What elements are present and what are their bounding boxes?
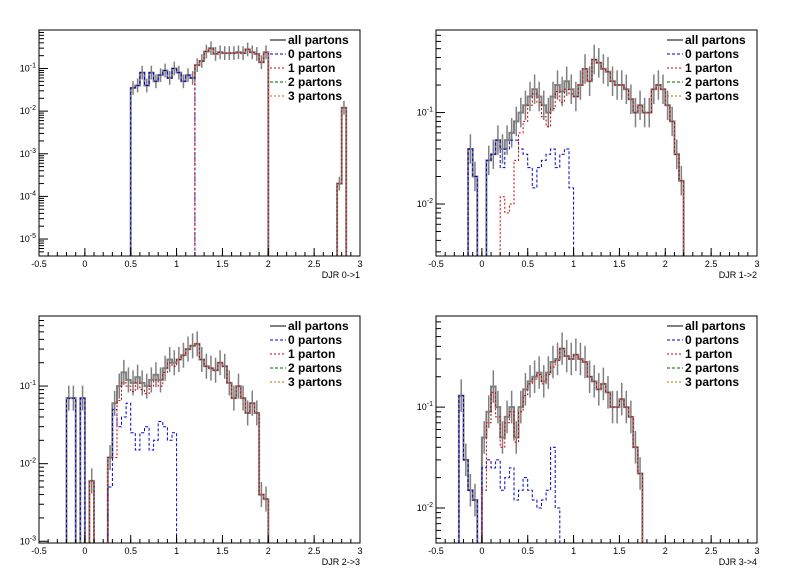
plot-area — [65, 331, 270, 543]
x-tick-label: 1 — [571, 259, 576, 269]
legend-label-p2: 2 partons — [685, 75, 739, 89]
x-tick-label: 3 — [754, 546, 759, 556]
x-tick-label: 1 — [174, 259, 179, 269]
legend-label-p1: 1 parton — [685, 347, 732, 361]
legend-label-all: all partons — [685, 33, 746, 47]
plot-frame — [435, 29, 758, 257]
x-tick-label: 0.5 — [521, 259, 534, 269]
x-tick-label: 0 — [479, 259, 484, 269]
x-tick-label: 2 — [266, 546, 271, 556]
legend-label-p3: 3 partons — [685, 89, 739, 103]
x-axis-label: DJR 0->1 — [322, 270, 360, 280]
chart-panel-1: -0.5 0 0.5 1 1.5 2 2.5 3 10-5 10-4 10-3 10-2 10-1 DJR… — [20, 29, 363, 280]
plot-frame — [38, 315, 361, 544]
x-tick-label: 3 — [357, 259, 362, 269]
y-tick-exponent: -2 — [30, 105, 36, 112]
chart-panel-4: -0.5 0 0.5 1 1.5 2 2.5 3 10-2 10-1 DJR 3->4 all par… — [417, 315, 760, 567]
x-tick-label: -0.5 — [31, 259, 47, 269]
y-tick-label: 10-1 — [20, 380, 36, 391]
x-tick-label: 2.5 — [705, 546, 718, 556]
legend-label-p2: 2 partons — [685, 361, 739, 375]
x-tick-label: 0 — [82, 259, 87, 269]
y-tick-exponent: -2 — [427, 502, 433, 509]
chart-panel-3: -0.5 0 0.5 1 1.5 2 2.5 3 10-3 10-2 10-1 DJR 2->3 all… — [20, 315, 363, 567]
series-p0-line — [66, 397, 178, 543]
x-tick-label: 2.5 — [308, 546, 321, 556]
y-tick-label: 10-1 — [417, 107, 433, 118]
x-tick-label: 1.5 — [613, 546, 626, 556]
legend-label-p0: 0 partons — [288, 47, 342, 61]
y-tick-label: 10-1 — [20, 63, 36, 74]
y-tick-exponent: -5 — [30, 233, 36, 240]
x-tick-label: 2.5 — [705, 259, 718, 269]
y-tick-exponent: -1 — [427, 107, 433, 114]
legend-label-p3: 3 partons — [288, 89, 342, 103]
x-tick-label: 3 — [754, 259, 759, 269]
x-tick-label: -0.5 — [428, 259, 444, 269]
y-tick-exponent: -2 — [30, 458, 36, 465]
legend-label-all: all partons — [685, 319, 746, 333]
x-tick-label: 2 — [663, 546, 668, 556]
series-p1-line — [88, 343, 269, 543]
plot-area — [457, 332, 644, 543]
y-tick-label: 10-3 — [20, 148, 36, 159]
y-tick-label: 10-2 — [417, 198, 433, 209]
legend-label-p0: 0 partons — [685, 333, 739, 347]
legend-label-all: all partons — [288, 319, 349, 333]
x-tick-label: 1.5 — [216, 546, 229, 556]
x-tick-label: 3 — [357, 546, 362, 556]
legend-label-p2: 2 partons — [288, 361, 342, 375]
legend-label-p1: 1 parton — [685, 61, 732, 75]
x-tick-label: 0 — [479, 546, 484, 556]
y-tick-exponent: -1 — [427, 401, 433, 408]
x-tick-label: -0.5 — [31, 546, 47, 556]
x-tick-label: 2 — [663, 259, 668, 269]
y-tick-exponent: -2 — [427, 198, 433, 205]
y-tick-exponent: -3 — [30, 148, 36, 155]
legend-label-p3: 3 partons — [288, 375, 342, 389]
series-p0-line — [458, 395, 561, 543]
y-tick-label: 10-2 — [20, 105, 36, 116]
y-tick-exponent: -1 — [30, 63, 36, 70]
plot-area — [129, 41, 348, 256]
x-tick-label: 1 — [571, 546, 576, 556]
y-tick-label: 10-1 — [417, 401, 433, 412]
y-tick-exponent: -1 — [30, 380, 36, 387]
x-axis-label: DJR 1->2 — [719, 270, 757, 280]
legend-label-p0: 0 partons — [288, 333, 342, 347]
legend-label-p2: 2 partons — [288, 75, 342, 89]
legend-label-p1: 1 parton — [288, 61, 335, 75]
x-axis-label: DJR 2->3 — [322, 557, 360, 567]
x-axis-label: DJR 3->4 — [719, 557, 757, 567]
x-tick-label: 0 — [82, 546, 87, 556]
y-tick-label: 10-3 — [20, 535, 36, 546]
x-tick-label: 0.5 — [521, 546, 534, 556]
legend-label-p0: 0 partons — [685, 47, 739, 61]
x-tick-label: 0.5 — [124, 546, 137, 556]
x-tick-label: -0.5 — [428, 546, 444, 556]
y-tick-label: 10-5 — [20, 233, 36, 244]
chart-panel-2: -0.5 0 0.5 1 1.5 2 2.5 3 10-2 10-1 DJR 1->2 all par… — [417, 29, 760, 280]
plot-frame — [38, 29, 361, 257]
legend-label-all: all partons — [288, 33, 349, 47]
y-tick-exponent: -3 — [30, 535, 36, 542]
series-p1-line — [481, 348, 643, 543]
y-tick-label: 10-2 — [20, 458, 36, 469]
x-tick-label: 1.5 — [216, 259, 229, 269]
legend-label-p3: 3 partons — [685, 375, 739, 389]
x-tick-label: 1 — [174, 546, 179, 556]
legend-label-p1: 1 parton — [288, 347, 335, 361]
plot-area — [467, 44, 685, 256]
x-tick-label: 2.5 — [308, 259, 321, 269]
y-tick-exponent: -4 — [30, 190, 36, 197]
y-tick-label: 10-2 — [417, 502, 433, 513]
y-tick-label: 10-4 — [20, 190, 36, 201]
series-p1-line — [499, 59, 685, 256]
x-tick-label: 2 — [266, 259, 271, 269]
series-p0-line — [467, 139, 575, 256]
x-tick-label: 0.5 — [124, 259, 137, 269]
x-tick-label: 1.5 — [613, 259, 626, 269]
